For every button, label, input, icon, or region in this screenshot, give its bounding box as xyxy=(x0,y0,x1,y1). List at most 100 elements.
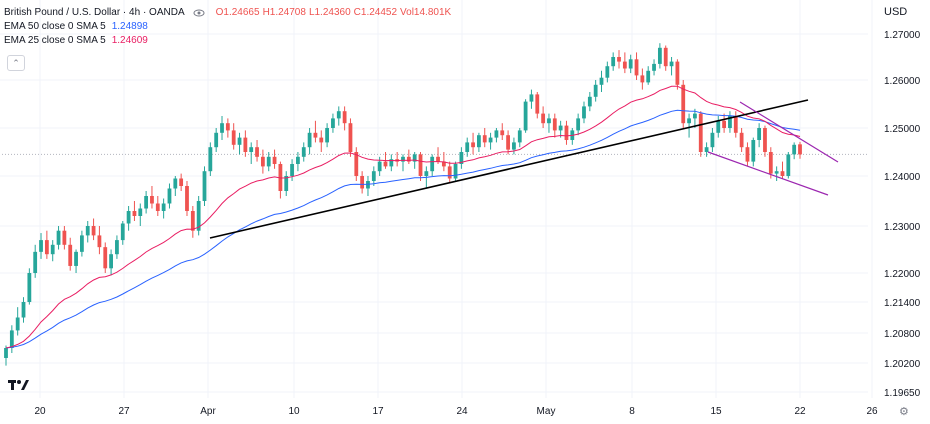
candle xyxy=(716,116,721,138)
chevron-up-icon[interactable]: ⌃ xyxy=(7,55,25,71)
candle-body xyxy=(728,116,732,128)
candle-body xyxy=(640,75,645,83)
candle xyxy=(44,230,49,259)
candle-body xyxy=(552,118,557,131)
time-axis[interactable]: 20 27 Apr 10 17 24 May 8 15 22 26 xyxy=(34,406,878,417)
tradingview-logo-icon xyxy=(8,380,29,390)
candle-body xyxy=(284,176,289,191)
gear-icon[interactable]: ⚙ xyxy=(899,406,909,418)
candle-body xyxy=(202,171,207,201)
time-tick-label: 24 xyxy=(456,406,468,417)
candle-body xyxy=(412,154,417,162)
candle xyxy=(698,111,703,157)
candle-body xyxy=(441,161,446,167)
candle xyxy=(79,230,84,257)
ema25-label[interactable]: EMA 25 close 0 SMA 5 xyxy=(4,35,106,46)
candle xyxy=(739,128,744,152)
price-tick-label: 1.25000 xyxy=(884,124,921,135)
candle-body xyxy=(792,144,797,155)
price-tick-label: 1.21400 xyxy=(884,298,921,309)
candle-body xyxy=(138,208,143,216)
high-value: H1.24708 xyxy=(262,7,306,18)
candle-body xyxy=(786,154,791,176)
candle-body xyxy=(68,244,73,266)
ema50-label[interactable]: EMA 50 close 0 SMA 5 xyxy=(4,21,106,32)
candle-body xyxy=(798,144,802,155)
candle xyxy=(488,132,493,150)
candle-body xyxy=(266,156,271,167)
channel-lower-line xyxy=(707,151,829,196)
candle xyxy=(4,345,8,366)
candle xyxy=(710,128,715,152)
candle xyxy=(290,159,294,181)
candle-body xyxy=(465,142,470,152)
candle-body xyxy=(763,128,767,152)
candle-body xyxy=(185,186,189,211)
candle xyxy=(319,130,324,152)
chart-legend: British Pound / U.S. Dollar · 4h · OANDA… xyxy=(4,6,451,48)
candle-body xyxy=(132,211,137,216)
candle-body xyxy=(325,128,330,143)
candle xyxy=(763,125,767,157)
candle-body xyxy=(669,61,674,67)
candle xyxy=(179,173,184,191)
candle xyxy=(459,147,464,169)
candle xyxy=(430,154,435,176)
candle xyxy=(109,249,113,276)
ascending-trendline xyxy=(209,99,809,239)
close-value: C1.24452 xyxy=(353,7,398,18)
candle xyxy=(593,80,598,102)
candle-body xyxy=(733,116,738,133)
candle xyxy=(208,142,213,176)
candle-body xyxy=(366,181,370,189)
candle xyxy=(62,226,67,250)
candle xyxy=(728,111,732,133)
candle xyxy=(663,45,668,71)
candle xyxy=(214,128,219,152)
candle xyxy=(237,132,242,155)
candle xyxy=(103,242,108,273)
price-tick-label: 1.24000 xyxy=(884,172,921,183)
candle-body xyxy=(9,330,14,348)
time-tick-label: 17 xyxy=(372,406,384,417)
candle xyxy=(27,268,32,305)
candle xyxy=(768,147,773,179)
candle xyxy=(260,149,265,174)
candle xyxy=(202,166,207,206)
candle xyxy=(301,142,306,162)
currency-selector[interactable]: USD xyxy=(884,6,908,18)
candle xyxy=(138,203,143,226)
candle xyxy=(541,106,546,128)
candle-body xyxy=(290,164,294,176)
candle xyxy=(342,106,347,131)
time-tick-label: 15 xyxy=(710,406,722,417)
candle-body xyxy=(587,96,592,107)
time-tick-label: 26 xyxy=(866,406,878,417)
candle-body xyxy=(150,196,154,204)
price-axis[interactable]: 1.27000 1.26000 1.25000 1.24000 1.23000 1.220… xyxy=(884,30,921,399)
candle xyxy=(576,113,581,136)
candle-body xyxy=(628,59,633,69)
candle-body xyxy=(500,130,505,136)
candle-body xyxy=(482,135,487,143)
candle-body xyxy=(757,128,762,140)
candle-body xyxy=(383,161,388,167)
candle xyxy=(628,54,633,74)
price-tick-label: 1.20800 xyxy=(884,329,921,340)
candle xyxy=(529,89,534,109)
candle-body xyxy=(255,147,259,157)
price-tick-label: 1.22000 xyxy=(884,269,921,280)
candle xyxy=(500,123,505,140)
candle xyxy=(243,130,248,157)
candle-body xyxy=(634,59,639,76)
candle xyxy=(693,108,697,128)
symbol-title[interactable]: British Pound / U.S. Dollar · 4h · OANDA xyxy=(4,7,185,18)
candle-body xyxy=(564,125,569,140)
candle xyxy=(225,118,230,138)
candle-body xyxy=(231,130,236,145)
time-tick-label: 8 xyxy=(629,406,635,417)
eye-icon[interactable] xyxy=(193,8,205,18)
candle xyxy=(733,111,738,138)
candle xyxy=(144,191,149,214)
